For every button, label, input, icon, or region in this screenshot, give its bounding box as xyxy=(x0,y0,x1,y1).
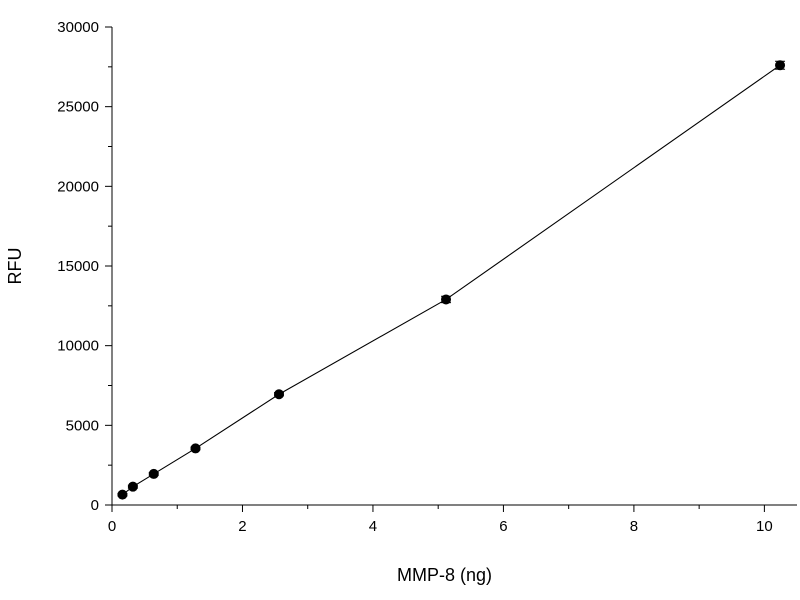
x-axis-label: MMP-8 (ng) xyxy=(397,565,492,585)
y-tick-label: 15000 xyxy=(57,258,99,275)
y-tick-label: 30000 xyxy=(57,19,99,36)
y-tick-label: 10000 xyxy=(57,338,99,355)
x-tick-label: 10 xyxy=(756,518,773,535)
data-point xyxy=(117,489,128,500)
x-ticks: 0 2 4 6 8 10 xyxy=(108,505,773,535)
data-point xyxy=(190,443,201,454)
data-point xyxy=(148,468,159,479)
x-tick-label: 4 xyxy=(369,518,377,535)
y-tick-label: 0 xyxy=(91,497,99,514)
y-tick-label: 25000 xyxy=(57,99,99,116)
y-tick-label: 20000 xyxy=(57,178,99,195)
data-point xyxy=(127,481,138,492)
x-tick-label: 2 xyxy=(238,518,246,535)
x-tick-label: 6 xyxy=(499,518,507,535)
data-point xyxy=(274,389,285,400)
y-ticks: 0 5000 10000 15000 20000 25000 30000 xyxy=(57,19,112,514)
series-line xyxy=(122,64,781,496)
x-tick-label: 0 xyxy=(108,518,116,535)
data-point xyxy=(775,60,786,71)
x-tick-label: 8 xyxy=(630,518,638,535)
axes xyxy=(111,27,797,506)
data-point xyxy=(441,294,452,305)
series xyxy=(117,60,786,500)
y-axis-label: RFU xyxy=(5,248,25,285)
y-tick-label: 5000 xyxy=(66,417,99,434)
